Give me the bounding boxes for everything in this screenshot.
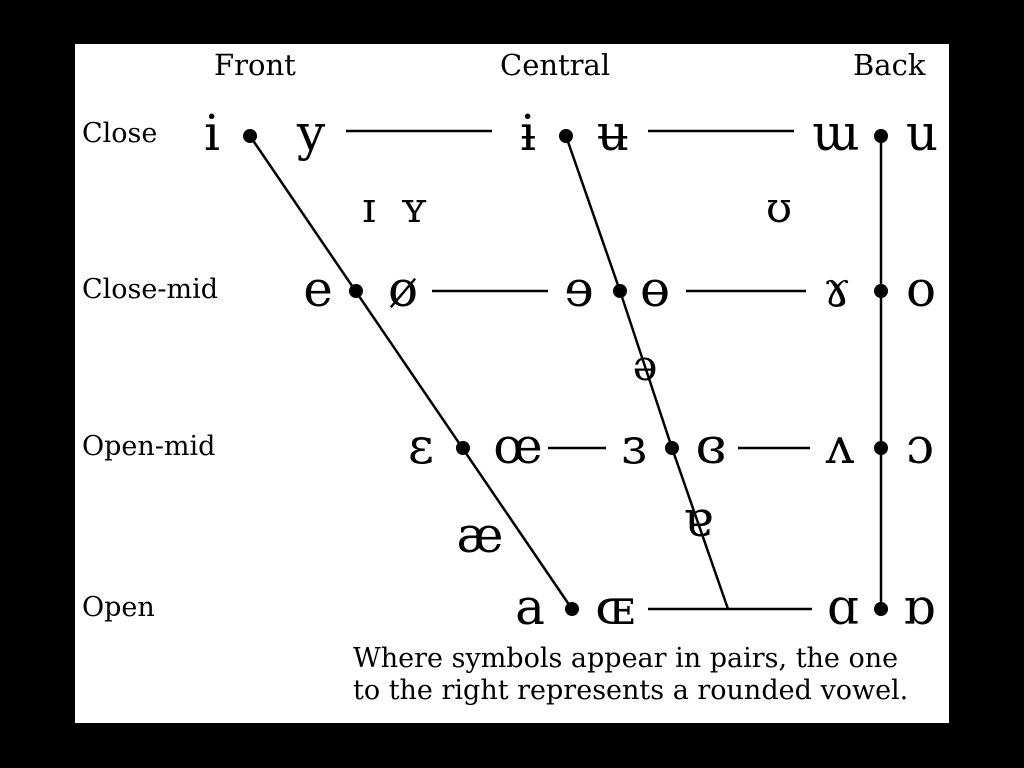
front-edge-line [248,135,574,610]
column-label-central: Central [500,48,610,82]
central-line [564,135,730,610]
vowel-close-front-rounded: y [296,104,326,162]
open-mid-front-dot [456,441,470,455]
vowel-close-mid-central-rounded: ɵ [640,260,670,318]
vowel-near-open-central: ɐ [683,490,713,548]
vowel-open-mid-front-unrounded: ɛ [408,417,434,475]
rounded-vowel-note: Where symbols appear in pairs, the one t… [353,643,943,707]
vowel-mid-central: ə [633,341,658,390]
vowel-close-mid-back-unrounded: ɤ [823,260,851,318]
open-back-dot [874,602,888,616]
vowel-open-mid-central-unrounded: ɜ [621,417,646,475]
vowel-open-mid-front-rounded: œ [493,417,542,475]
close-central-dot [559,129,573,143]
open-mid-central-dot [665,441,679,455]
vowel-close-central-unrounded: ɨ [520,104,536,162]
vowel-close-mid-front-rounded: ø [388,260,418,318]
vowel-near-close-back-rounded: ʊ [766,183,792,232]
row-label-open: Open [82,592,155,623]
column-label-back: Back [853,48,926,82]
vowel-close-central-rounded: ʉ [597,104,629,162]
close-mid-central-dot [613,284,627,298]
open-front-dot [565,602,579,616]
vowel-open-mid-central-rounded: ɞ [696,417,727,475]
vowel-open-back-unrounded: ɑ [827,578,859,636]
vowel-close-back-rounded: u [906,104,938,162]
vowel-close-back-unrounded: ɯ [812,104,859,162]
note-line-2: to the right represents a rounded vowel. [353,675,909,706]
vowel-near-close-front-rounded: ʏ [400,183,428,232]
vowel-open-mid-back-unrounded: ʌ [825,417,855,475]
vowel-near-open-front: æ [457,506,504,564]
row-label-close-mid: Close-mid [82,274,218,305]
row-label-open-mid: Open-mid [82,431,215,462]
vowel-open-mid-back-rounded: ɔ [906,417,934,475]
vowel-open-front-rounded: ɶ [595,578,635,636]
vowel-close-mid-back-rounded: o [906,260,936,318]
close-front-dot [243,129,257,143]
vowel-open-back-rounded: ɒ [903,578,935,636]
vowel-close-mid-front-unrounded: e [303,260,333,318]
close-back-dot [874,129,888,143]
close-mid-back-dot [874,284,888,298]
vowel-open-front-unrounded: a [515,578,545,636]
vowel-near-close-front-unrounded: ɪ [362,183,375,232]
column-label-front: Front [214,48,296,82]
close-mid-front-dot [349,284,363,298]
vowel-close-mid-central-unrounded: ɘ [564,260,594,318]
open-mid-back-dot [874,441,888,455]
note-line-1: Where symbols appear in pairs, the one [353,643,899,674]
row-label-close: Close [82,118,157,149]
vowel-close-front-unrounded: i [204,104,220,162]
